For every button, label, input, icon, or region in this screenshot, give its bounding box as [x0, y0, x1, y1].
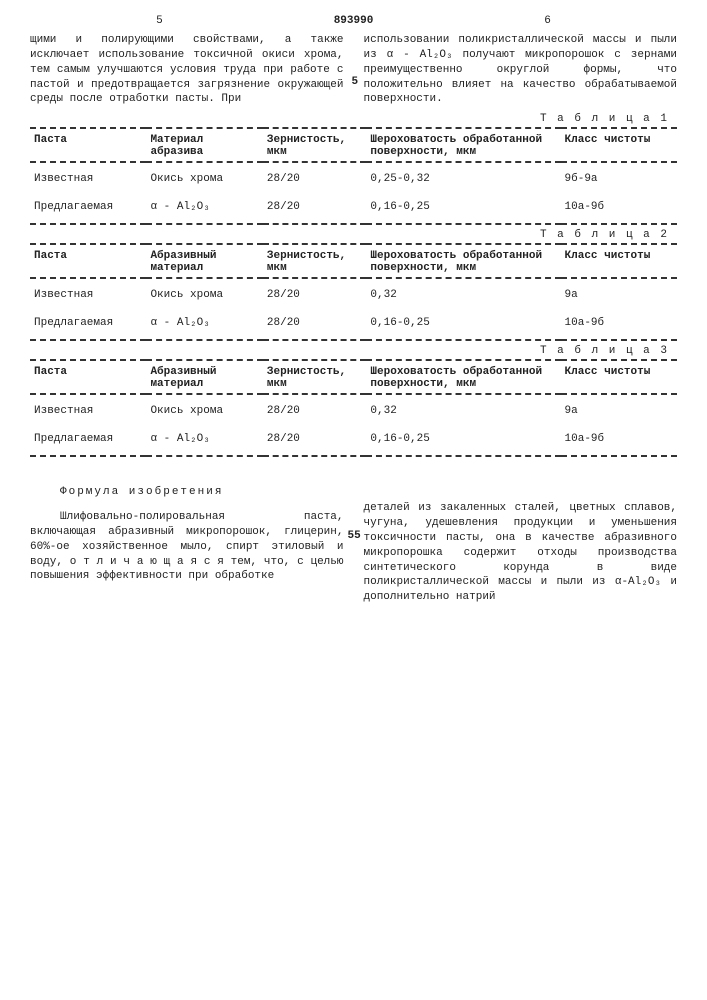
- formula-section: Формула изобретения Шлифовально-полирова…: [30, 467, 677, 605]
- intro-right-text: использовании поликристаллической массы …: [364, 34, 678, 105]
- table-row: Известная Окись хрома 28/20 0,32 9а: [30, 397, 677, 425]
- cell-grain: 28/20: [263, 425, 367, 453]
- cell-class: 10а-9б: [561, 193, 677, 221]
- table-row: Известная Окись хрома 28/20 0,25-0,32 9б…: [30, 165, 677, 193]
- th-material: Материал абразива: [146, 131, 262, 162]
- cell-roughness: 0,32: [366, 397, 560, 425]
- cell-class: 10а-9б: [561, 309, 677, 337]
- intro-right-column: 5 использовании поликристаллической масс…: [364, 33, 678, 107]
- cell-grain: 28/20: [263, 281, 367, 309]
- formula-left-text: Шлифовально-полировальная паста, включаю…: [30, 510, 344, 584]
- table-row: Предлагаемая α - Al₂O₃ 28/20 0,16-0,25 1…: [30, 193, 677, 221]
- table3: Паста Абразивный материал Зернистость, м…: [30, 359, 677, 457]
- cell-roughness: 0,25-0,32: [366, 165, 560, 193]
- th-paste: Паста: [30, 363, 146, 394]
- th-roughness: Шероховатость обработанной поверхности, …: [366, 363, 560, 394]
- margin-number-5: 5: [352, 75, 359, 90]
- table1-header-row: Паста Материал абразива Зернистость, мкм…: [30, 131, 677, 162]
- cell-paste: Известная: [30, 281, 146, 309]
- table-row: Предлагаемая α - Al₂O₃ 28/20 0,16-0,25 1…: [30, 309, 677, 337]
- intro-columns: щими и полирующими свойствами, а также и…: [30, 33, 677, 107]
- th-roughness: Шероховатость обработанной поверхности, …: [366, 247, 560, 278]
- cell-material: Окись хрома: [146, 397, 262, 425]
- cell-paste: Предлагаемая: [30, 425, 146, 453]
- margin-number-55: 55: [348, 529, 361, 544]
- cell-paste: Предлагаемая: [30, 193, 146, 221]
- document-number: 893990: [289, 15, 418, 27]
- page: 5 893990 6 щими и полирующими свойствами…: [0, 0, 707, 635]
- formula-left-column: Формула изобретения Шлифовально-полирова…: [30, 467, 344, 605]
- page-number-left: 5: [30, 15, 289, 27]
- cell-grain: 28/20: [263, 193, 367, 221]
- cell-material: α - Al₂O₃: [146, 193, 262, 221]
- intro-left-column: щими и полирующими свойствами, а также и…: [30, 33, 344, 107]
- table-row: Предлагаемая α - Al₂O₃ 28/20 0,16-0,25 1…: [30, 425, 677, 453]
- formula-title: Формула изобретения: [30, 485, 344, 500]
- cell-class: 10а-9б: [561, 425, 677, 453]
- formula-right-column: 55 деталей из закаленных сталей, цветных…: [364, 467, 678, 605]
- cell-paste: Известная: [30, 397, 146, 425]
- cell-class: 9а: [561, 281, 677, 309]
- table1-caption: Т а б л и ц а 1: [30, 113, 677, 125]
- th-grain: Зернистость, мкм: [263, 247, 367, 278]
- table3-caption: Т а б л и ц а 3: [30, 345, 677, 357]
- th-material: Абразивный материал: [146, 247, 262, 278]
- cell-grain: 28/20: [263, 309, 367, 337]
- th-paste: Паста: [30, 131, 146, 162]
- th-material: Абразивный материал: [146, 363, 262, 394]
- table-row: Известная Окись хрома 28/20 0,32 9а: [30, 281, 677, 309]
- th-class: Класс чистоты: [561, 131, 677, 162]
- cell-roughness: 0,32: [366, 281, 560, 309]
- th-grain: Зернистость, мкм: [263, 131, 367, 162]
- cell-roughness: 0,16-0,25: [366, 309, 560, 337]
- table2-caption: Т а б л и ц а 2: [30, 229, 677, 241]
- cell-material: Окись хрома: [146, 165, 262, 193]
- table1: Паста Материал абразива Зернистость, мкм…: [30, 127, 677, 225]
- cell-paste: Предлагаемая: [30, 309, 146, 337]
- th-class: Класс чистоты: [561, 247, 677, 278]
- cell-paste: Известная: [30, 165, 146, 193]
- cell-roughness: 0,16-0,25: [366, 193, 560, 221]
- cell-material: Окись хрома: [146, 281, 262, 309]
- cell-class: 9а: [561, 397, 677, 425]
- cell-grain: 28/20: [263, 165, 367, 193]
- cell-roughness: 0,16-0,25: [366, 425, 560, 453]
- th-roughness: Шероховатость обработанной поверхности, …: [366, 131, 560, 162]
- cell-grain: 28/20: [263, 397, 367, 425]
- formula-right-text: деталей из закаленных сталей, цветных сп…: [364, 501, 678, 605]
- cell-material: α - Al₂O₃: [146, 309, 262, 337]
- page-number-right: 6: [418, 15, 677, 27]
- table2: Паста Абразивный материал Зернистость, м…: [30, 243, 677, 341]
- cell-material: α - Al₂O₃: [146, 425, 262, 453]
- th-class: Класс чистоты: [561, 363, 677, 394]
- table2-header-row: Паста Абразивный материал Зернистость, м…: [30, 247, 677, 278]
- th-paste: Паста: [30, 247, 146, 278]
- header-row: 5 893990 6: [30, 15, 677, 27]
- cell-class: 9б-9а: [561, 165, 677, 193]
- table3-header-row: Паста Абразивный материал Зернистость, м…: [30, 363, 677, 394]
- th-grain: Зернистость, мкм: [263, 363, 367, 394]
